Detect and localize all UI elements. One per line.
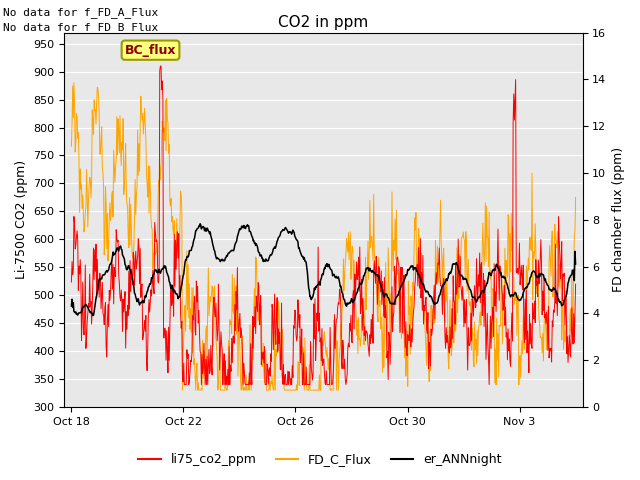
Legend: li75_co2_ppm, FD_C_Flux, er_ANNnight: li75_co2_ppm, FD_C_Flux, er_ANNnight	[133, 448, 507, 471]
Y-axis label: Li-7500 CO2 (ppm): Li-7500 CO2 (ppm)	[15, 160, 28, 279]
Y-axis label: FD chamber flux (ppm): FD chamber flux (ppm)	[612, 147, 625, 292]
Text: No data for f_FD_B_Flux: No data for f_FD_B_Flux	[3, 22, 159, 33]
Title: CO2 in ppm: CO2 in ppm	[278, 15, 369, 30]
Text: BC_flux: BC_flux	[125, 44, 176, 57]
Text: No data for f_FD_A_Flux: No data for f_FD_A_Flux	[3, 7, 159, 18]
